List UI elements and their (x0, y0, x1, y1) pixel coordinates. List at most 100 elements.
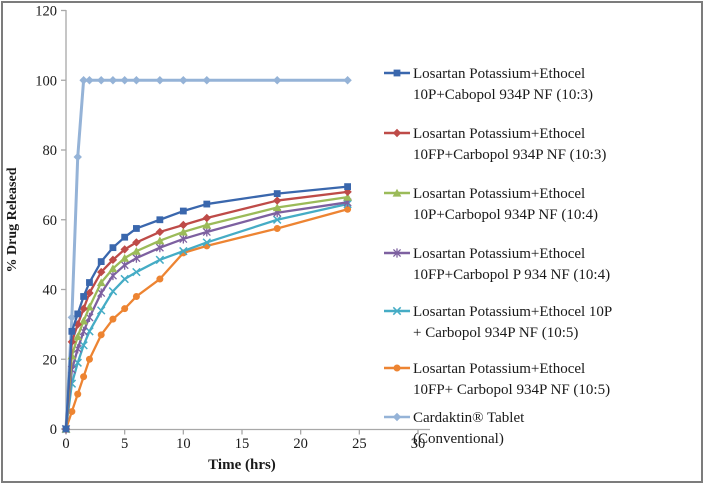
diamond-marker (202, 213, 211, 223)
diamond-marker (132, 76, 141, 85)
y-tick-label: 120 (35, 4, 57, 20)
legend-label: 10P+Cabopol 934P NF (10:3) (413, 87, 593, 103)
x-tick-label: 30 (411, 436, 426, 452)
circle-marker (132, 292, 140, 300)
series-layer (61, 76, 352, 434)
diamond-marker (79, 76, 88, 85)
square-marker (273, 190, 281, 197)
circle-marker (156, 275, 164, 283)
square-marker (80, 293, 87, 300)
x-tick-label: 15 (235, 436, 250, 452)
triangle-marker (79, 316, 88, 325)
legend-label: Losartan Potassium+Ethocel (413, 66, 585, 82)
x-marker (392, 306, 402, 316)
legend-item: Losartan Potassium+Ethocel 10P+Carbopol 9… (384, 186, 598, 223)
square-marker (68, 327, 76, 335)
y-axis-title: % Drug Released (5, 167, 20, 272)
x-marker (202, 238, 212, 247)
square-marker (179, 207, 187, 215)
series-7 (61, 76, 352, 434)
legend-label: 10FP+Carbopol 934P NF (10:3) (413, 147, 606, 163)
triangle-marker (272, 203, 282, 212)
triangle-marker (73, 332, 83, 341)
x-marker (272, 215, 282, 224)
legend-item: Losartan Potassium+Ethocel 10P+Cabopol 93… (384, 66, 593, 103)
y-tick-label: 60 (43, 213, 58, 229)
triangle-marker (96, 278, 106, 287)
diamond-marker (108, 76, 118, 85)
diamond-marker (120, 76, 129, 85)
x-tick-label: 10 (176, 436, 191, 452)
legend-label: Cardaktin® Tablet (413, 410, 525, 426)
diamond-marker (392, 128, 402, 138)
series-line (64, 201, 348, 430)
legend-label: 10P+Carbopol 934P NF (10:4) (413, 207, 598, 223)
x-marker (79, 341, 88, 350)
series-1 (62, 183, 351, 433)
axes-layer: 0 20 40 60 80 100 120 0 5 10 15 20 25 30 (35, 4, 430, 452)
triangle-marker (155, 236, 165, 245)
x-tick-label: 5 (121, 436, 128, 452)
diamond-marker (120, 245, 129, 254)
circle-marker (344, 205, 352, 213)
x-marker (108, 287, 118, 296)
y-tick-label: 100 (35, 73, 57, 89)
triangle-marker (120, 253, 130, 262)
diamond-marker (73, 152, 82, 162)
diamond-marker (392, 412, 402, 422)
legend-label: 10FP+ Carbopol 934P NF (10:5) (413, 382, 610, 398)
diamond-marker (179, 76, 188, 85)
circle-marker (74, 390, 82, 398)
triangle-marker (108, 264, 118, 273)
square-marker (86, 279, 93, 286)
circle-marker (85, 355, 93, 363)
x-axis-title: Time (hrs) (208, 457, 276, 473)
circle-marker (80, 373, 88, 381)
x-marker (96, 306, 106, 315)
chart-canvas: 0 20 40 60 80 100 120 0 5 10 15 20 25 30 Losartan Pot… (5, 4, 612, 474)
circle-marker (121, 305, 129, 313)
series-4 (61, 197, 352, 434)
diamond-marker (97, 267, 106, 277)
legend-label: + Carbopol 934P NF (10:5) (413, 325, 578, 341)
diamond-marker (85, 288, 94, 298)
series-6 (62, 205, 352, 433)
legend-label: Losartan Potassium+Ethocel (413, 246, 585, 262)
square-marker (203, 200, 211, 208)
legend-label: (Conventional) (413, 431, 504, 447)
diamond-marker (85, 76, 94, 85)
diamond-marker (155, 227, 165, 237)
square-marker (97, 258, 105, 265)
legend-label: Losartan Potassium+Ethocel 10P (413, 304, 612, 320)
diamond-marker (179, 220, 188, 230)
triangle-marker (392, 188, 402, 197)
legend-label: Losartan Potassium+Ethocel (413, 126, 585, 142)
triangle-marker (178, 227, 188, 236)
circle-marker (68, 408, 76, 416)
series-line (64, 195, 348, 430)
star-marker (97, 288, 106, 298)
x-marker (132, 267, 141, 277)
y-tick-label: 40 (43, 283, 58, 299)
star-marker (202, 227, 211, 237)
square-marker (156, 216, 164, 224)
square-marker (109, 244, 117, 252)
star-marker (155, 243, 164, 253)
y-tick-label: 20 (43, 352, 58, 368)
circle-marker (393, 364, 401, 372)
x-marker (179, 246, 188, 256)
star-marker (132, 253, 141, 263)
legend-item: Losartan Potassium+Ethocel 10FP+Carbopol … (384, 126, 606, 163)
square-marker (74, 310, 82, 318)
square-marker (344, 183, 351, 191)
x-marker (155, 255, 165, 265)
legend-label: 10FP+Carbopol P 934 NF (10:4) (413, 267, 610, 283)
triangle-marker (343, 192, 352, 201)
y-tick-label: 0 (50, 422, 57, 438)
diamond-marker (273, 196, 282, 205)
x-tick-label: 25 (352, 436, 367, 452)
diamond-marker (108, 255, 118, 265)
star-marker (392, 248, 402, 258)
series-5 (61, 199, 352, 434)
square-marker (133, 225, 140, 232)
